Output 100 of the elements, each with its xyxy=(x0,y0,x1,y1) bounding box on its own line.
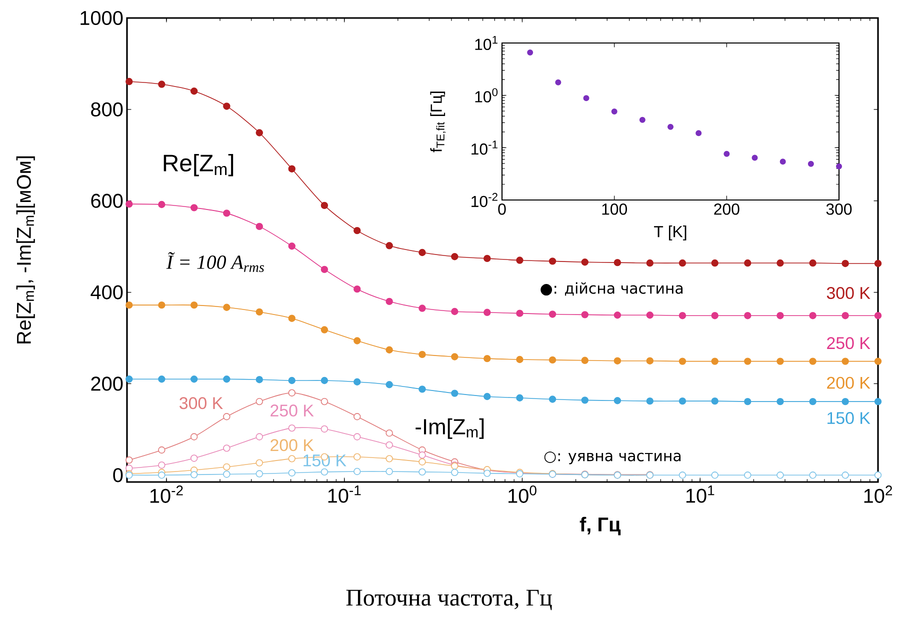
point xyxy=(744,259,752,267)
point xyxy=(842,312,849,320)
point xyxy=(354,337,361,344)
point xyxy=(548,310,556,318)
point xyxy=(484,354,491,362)
x-axis-title: f, Гц xyxy=(580,516,621,536)
point xyxy=(484,470,491,477)
x-tick-label: 10$^{1}$ xyxy=(686,486,714,503)
point xyxy=(223,444,230,452)
point xyxy=(780,158,786,165)
point xyxy=(678,312,686,320)
point xyxy=(223,470,230,478)
point xyxy=(776,312,784,320)
point xyxy=(256,398,263,406)
point xyxy=(223,102,230,110)
point xyxy=(256,433,263,440)
point xyxy=(842,260,849,268)
point xyxy=(386,429,393,437)
point xyxy=(581,356,588,364)
y-tick-label: 10$^{0}$ xyxy=(475,88,498,102)
point xyxy=(724,150,730,157)
point xyxy=(776,398,784,406)
x-tick-label: 300 xyxy=(826,204,852,215)
y-tick-label: 10$^{-1}$ xyxy=(472,140,498,155)
point xyxy=(646,259,654,267)
annotation: Ĩ = 100 A$_{rms}$ xyxy=(166,252,264,272)
series-label: 250 K xyxy=(827,337,870,350)
point xyxy=(418,386,426,393)
point xyxy=(809,259,816,267)
y-tick-label: 1000 xyxy=(80,10,123,26)
point xyxy=(418,248,426,256)
x-tick-label: 10$^{0}$ xyxy=(508,486,536,503)
point xyxy=(711,259,718,267)
point xyxy=(548,356,556,364)
point xyxy=(711,358,718,365)
point xyxy=(386,381,393,388)
point xyxy=(256,308,263,316)
point xyxy=(696,130,702,136)
point xyxy=(776,259,784,267)
point xyxy=(223,210,230,217)
point xyxy=(484,392,491,400)
point xyxy=(516,394,524,402)
point xyxy=(223,376,230,383)
point xyxy=(646,397,654,405)
point xyxy=(288,389,296,396)
x-tick-label: 200 xyxy=(714,204,740,215)
point xyxy=(386,298,393,306)
x-axis-title: T [K] xyxy=(654,226,686,240)
point xyxy=(744,398,752,406)
point xyxy=(354,468,361,476)
point xyxy=(158,461,166,469)
point xyxy=(256,222,263,230)
x-tick-label: 10$^{2}$ xyxy=(864,486,892,503)
point xyxy=(158,472,166,479)
point xyxy=(386,441,393,449)
point xyxy=(126,200,133,208)
point xyxy=(711,472,718,479)
point xyxy=(320,468,328,476)
y-axis-title: f$_{TE,fit}$ [Гц] xyxy=(430,92,446,152)
point xyxy=(752,154,758,161)
point xyxy=(223,304,230,311)
point xyxy=(418,468,426,476)
y-tick-label: 400 xyxy=(90,285,123,300)
point xyxy=(614,397,622,404)
text: Поточна частота, Гц xyxy=(346,590,552,610)
point xyxy=(516,310,524,317)
point xyxy=(678,358,686,365)
point xyxy=(386,346,393,354)
point xyxy=(320,376,328,384)
point xyxy=(527,49,534,56)
point xyxy=(354,453,361,460)
point xyxy=(158,376,166,383)
point xyxy=(223,463,230,471)
point xyxy=(711,312,718,320)
point xyxy=(288,469,296,476)
point xyxy=(320,266,328,274)
point xyxy=(808,160,814,167)
point xyxy=(451,308,458,316)
point xyxy=(354,285,361,293)
point xyxy=(874,472,882,479)
point xyxy=(874,312,882,320)
series-label: 150 K xyxy=(828,412,870,424)
point xyxy=(418,451,426,459)
point xyxy=(516,256,524,264)
point xyxy=(288,455,296,462)
point xyxy=(614,312,622,319)
point xyxy=(190,376,198,383)
point xyxy=(190,471,198,478)
point xyxy=(190,454,198,462)
x-tick-label: 100 xyxy=(602,204,627,215)
point xyxy=(190,433,198,440)
point xyxy=(744,358,752,365)
annotation: ○: уявна частина xyxy=(544,451,681,464)
point xyxy=(386,455,393,462)
point xyxy=(126,376,133,383)
point xyxy=(451,353,458,360)
point xyxy=(190,88,198,95)
point xyxy=(555,79,562,86)
point xyxy=(126,456,133,464)
point xyxy=(288,314,296,322)
